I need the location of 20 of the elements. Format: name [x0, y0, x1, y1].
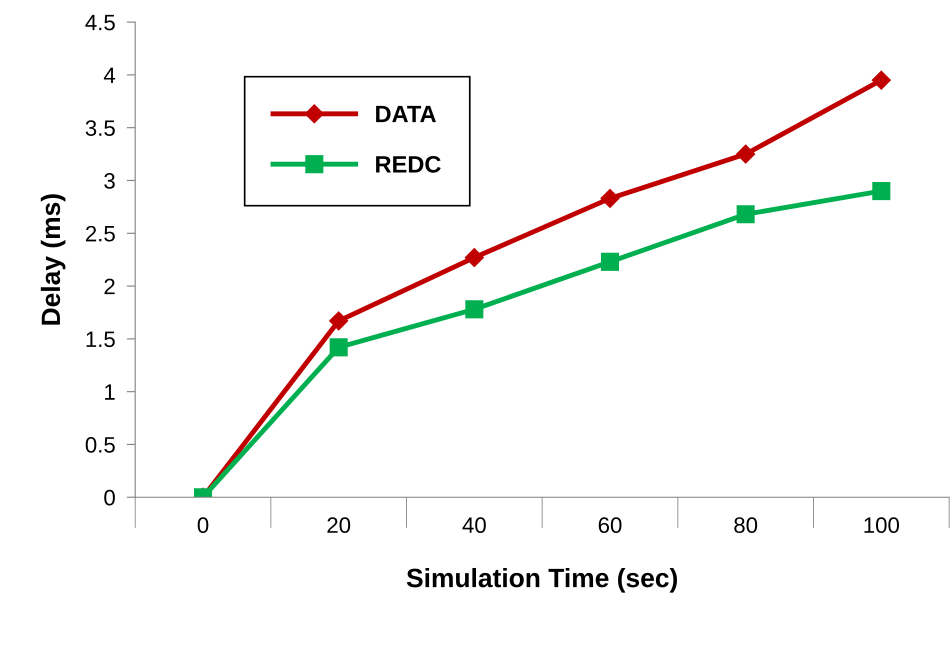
y-tick-label: 3.5 [86, 120, 115, 136]
y-tick-label: 2.5 [86, 226, 115, 242]
legend-label: REDC [376, 156, 441, 173]
x-tick-label: 40 [462, 517, 486, 534]
y-tick-label: 2 [104, 278, 115, 294]
legend-label: DATA [376, 106, 436, 122]
x-tick-label: 100 [864, 517, 899, 534]
y-tick-label: 3 [104, 173, 115, 189]
x-tick-label: 60 [598, 517, 622, 534]
x-tick-label: 80 [734, 517, 758, 534]
x-tick-label: 20 [327, 517, 350, 534]
y-tick-label: 4 [104, 68, 116, 83]
y-tick-label: 1 [105, 384, 115, 400]
x-tick-label: 0 [198, 517, 208, 534]
x-axis-title: Simulation Time (sec) [406, 568, 677, 593]
y-tick-label: 4.5 [85, 14, 115, 30]
y-tick-label: 0.5 [86, 436, 115, 453]
y-axis-title: Delay (ms) [40, 194, 66, 325]
y-tick-label: 0 [104, 490, 115, 506]
y-tick-label: 1.5 [86, 332, 115, 348]
